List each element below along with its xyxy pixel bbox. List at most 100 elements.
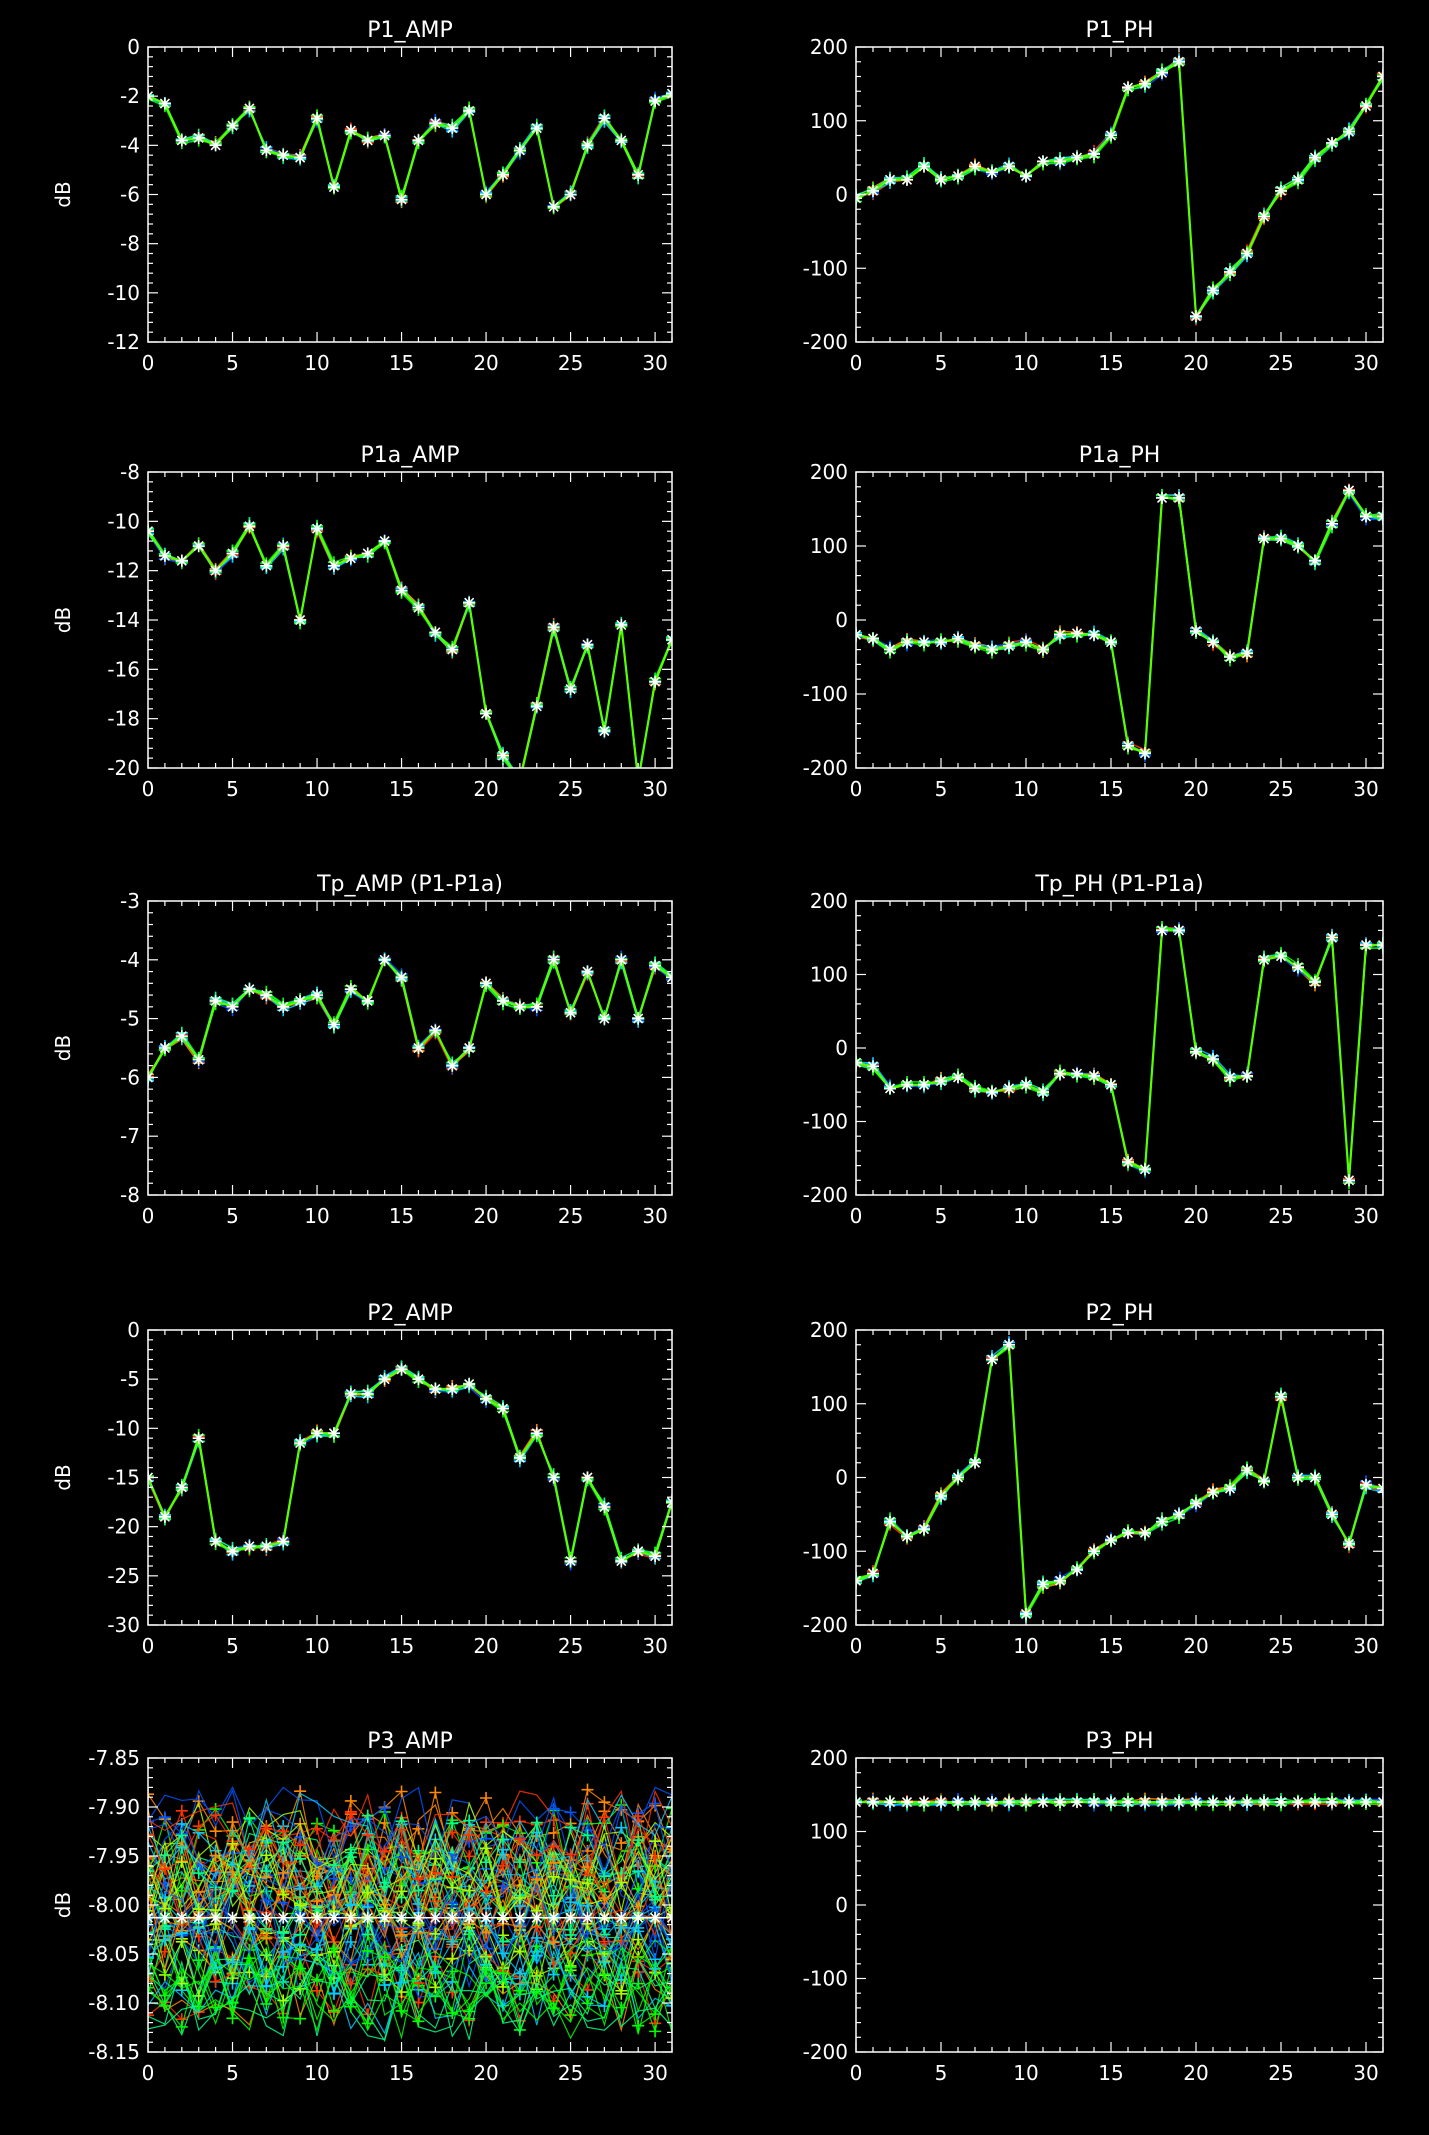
data-point: [1343, 1174, 1355, 1187]
data-point: [1122, 739, 1134, 752]
data-point: [1122, 1526, 1134, 1539]
data-point: [175, 554, 188, 567]
data-point: [429, 1852, 442, 1865]
data-point: [1275, 1390, 1287, 1403]
x-tick-label: 30: [1353, 777, 1378, 801]
data-point: [1190, 1045, 1202, 1058]
series-line: [856, 58, 1383, 320]
data-point: [632, 168, 645, 181]
data-point: [327, 1859, 340, 1872]
data-point: [666, 1494, 672, 1507]
y-tick-label: -200: [803, 756, 848, 780]
data-point: [935, 1075, 947, 1088]
data-point: [547, 621, 560, 634]
data-point: [361, 1911, 374, 1924]
data-point: [666, 631, 672, 644]
data-point: [514, 774, 526, 786]
chart-panel-tp-ph-p1-p1a: Tp_PH (P1-P1a) 0 5 10 15 20 25 30 200 100 0 -100 -20…: [803, 872, 1384, 1228]
series-line: [148, 1367, 672, 1563]
data-point: [1292, 961, 1304, 974]
x-tick-label: 5: [935, 1204, 948, 1228]
noise-trace: [148, 1950, 672, 2040]
data-layer: [856, 483, 1383, 762]
data-point: [260, 1849, 273, 1862]
data-point: [666, 1951, 672, 1964]
data-point: [1241, 647, 1253, 660]
data-point: [243, 102, 256, 115]
data-point: [148, 2009, 154, 2022]
series-line: [148, 95, 672, 210]
data-point: [1122, 81, 1134, 94]
data-point: [935, 1796, 947, 1809]
x-tick-label: 20: [1183, 1634, 1208, 1658]
data-point: [158, 1042, 171, 1054]
data-point: [547, 953, 560, 966]
data-point: [564, 1911, 577, 1924]
x-tick-label: 5: [935, 351, 948, 375]
data-point: [615, 1911, 628, 1924]
data-layer: [148, 1360, 672, 1571]
data-point: [901, 173, 913, 186]
data-point: [463, 1042, 476, 1054]
x-tick-label: 15: [389, 1634, 414, 1658]
y-tick-label: -7.95: [88, 1844, 140, 1868]
data-point: [952, 1071, 964, 1084]
data-point: [294, 994, 307, 1007]
data-layer: [148, 86, 672, 215]
data-point: [1003, 1338, 1015, 1351]
x-tick-label: 20: [1183, 2061, 1208, 2085]
x-tick-label: 15: [1098, 777, 1123, 801]
data-point: [666, 1831, 672, 1844]
y-tick-label: -2: [120, 84, 140, 108]
y-tick-label: 200: [810, 889, 848, 913]
data-point: [1207, 1486, 1219, 1499]
data-point: [243, 1952, 256, 1965]
data-point: [1343, 125, 1355, 138]
data-point: [192, 1911, 205, 1924]
y-tick-label: -200: [803, 2040, 848, 2064]
x-tick-label: 10: [1013, 2061, 1038, 2085]
data-point: [1326, 931, 1338, 944]
x-tick-label: 15: [389, 777, 414, 801]
plot-frame: [855, 46, 1384, 343]
y-tick-label: -8.05: [88, 1942, 140, 1966]
data-point: [412, 134, 425, 147]
chart-title: P2_PH: [1085, 1301, 1153, 1326]
data-point: [513, 144, 526, 157]
series-line: [148, 525, 672, 768]
series-line: [148, 92, 672, 209]
data-point: [1139, 1163, 1151, 1176]
data-point: [243, 1812, 256, 1825]
data-point: [192, 1820, 205, 1833]
x-tick-label: 0: [142, 1204, 155, 1228]
x-tick-label: 10: [304, 777, 329, 801]
data-point: [530, 1911, 543, 1924]
data-point: [1190, 1796, 1202, 1809]
data-point: [311, 1427, 324, 1440]
data-point: [446, 2007, 459, 2020]
data-point: [666, 1999, 672, 2012]
x-tick-label: 10: [1013, 351, 1038, 375]
y-tick-label: -7.85: [88, 1746, 140, 1770]
series-line: [148, 1365, 672, 1563]
data-point: [598, 1911, 611, 1924]
data-point: [361, 1886, 374, 1899]
data-point: [666, 1953, 672, 1966]
series-line: [856, 490, 1383, 753]
data-point: [1054, 1067, 1066, 1080]
data-point: [412, 1373, 425, 1386]
data-point: [361, 1901, 374, 1914]
data-point: [480, 1856, 493, 1869]
data-point: [446, 1059, 459, 1072]
data-point: [148, 1470, 154, 1483]
data-point: [1139, 77, 1151, 90]
x-tick-label: 15: [389, 1204, 414, 1228]
data-point: [666, 1802, 672, 1815]
series-line: [856, 59, 1383, 320]
noise-trace: [148, 1836, 672, 1921]
x-tick-label: 10: [304, 1204, 329, 1228]
y-tick-label: -18: [107, 707, 140, 731]
chart-title: P3_PH: [1085, 1729, 1153, 1754]
data-point: [564, 1555, 577, 1568]
data-point: [361, 1387, 374, 1400]
